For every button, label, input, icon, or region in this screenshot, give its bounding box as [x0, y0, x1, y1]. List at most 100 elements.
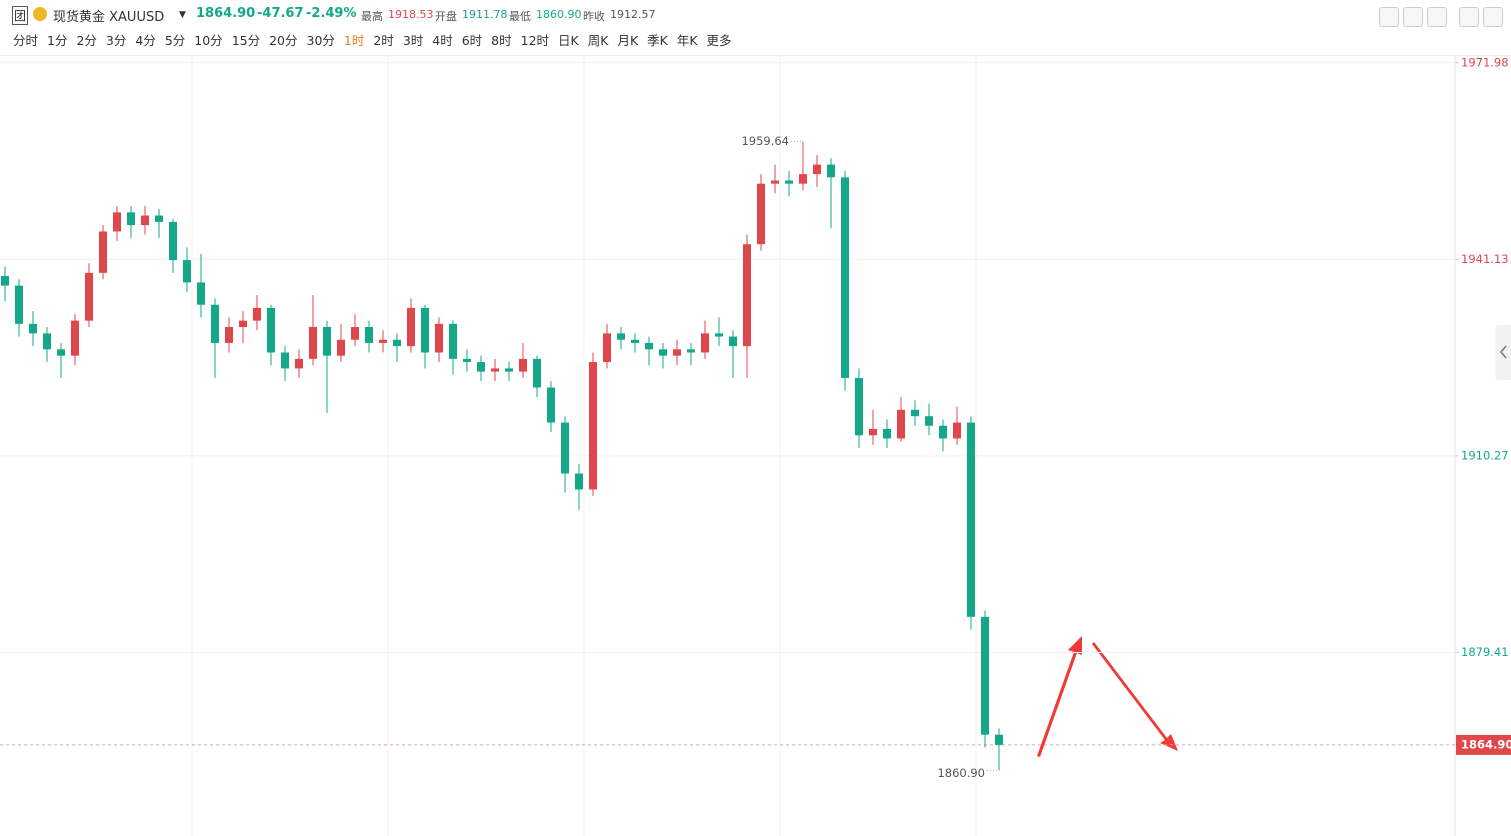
price: 1864.90	[196, 6, 256, 21]
candle-body	[603, 333, 611, 363]
prev: 1912.57	[610, 8, 656, 21]
period-tab[interactable]: 分时	[13, 33, 39, 48]
close-button[interactable]	[1483, 7, 1503, 27]
candle-body	[1, 276, 9, 286]
period-tab[interactable]: 2时	[373, 33, 394, 48]
period-tab[interactable]: 10分	[194, 33, 223, 48]
candle-body	[449, 323, 457, 359]
period-tab[interactable]: 20分	[269, 33, 298, 48]
candle-body	[855, 377, 863, 436]
candle-body	[827, 164, 835, 178]
symbol[interactable]: 现货黄金 XAUUSD	[53, 10, 165, 25]
candle-body	[785, 180, 793, 184]
period-tab[interactable]: 3时	[402, 33, 424, 48]
candle-body	[239, 320, 247, 328]
period-tab[interactable]: 30分	[306, 33, 335, 48]
candle-body	[183, 260, 191, 283]
period-tab[interactable]: 年K	[676, 33, 698, 48]
dropdown-caret[interactable]: ▼	[179, 10, 186, 20]
candle-body	[477, 362, 485, 372]
candle-body	[617, 333, 625, 340]
period-tab[interactable]: 2分	[76, 33, 97, 48]
candle-body	[491, 368, 499, 372]
open-label: 开盘	[435, 10, 457, 23]
candle-body	[519, 358, 527, 372]
candle-body	[211, 304, 219, 343]
period-tab[interactable]: 15分	[231, 33, 261, 48]
candle-body	[715, 333, 723, 337]
candle-body	[967, 422, 975, 617]
period-tab[interactable]: 1时	[343, 33, 365, 48]
candle-body	[295, 358, 303, 369]
candle-body	[869, 428, 877, 436]
toolbar: 团 现货黄金 XAUUSD ▼ 1864.90 -47.67 -2.49% 最高…	[0, 0, 1511, 56]
candle-body	[505, 368, 513, 372]
candle-body	[813, 164, 821, 175]
candle-body	[631, 339, 639, 343]
last-price-label: 1864.90	[1461, 737, 1511, 751]
y-tick-label: 1910.27	[1461, 448, 1509, 462]
tool-button[interactable]	[1403, 7, 1423, 27]
period-tab[interactable]: 季K	[647, 33, 668, 48]
candle-body	[155, 215, 163, 222]
candle-body	[547, 387, 555, 423]
period-tab[interactable]: 8时	[491, 33, 512, 48]
candle-body	[743, 244, 751, 347]
candle-body	[113, 212, 121, 232]
change-pct: -2.49%	[306, 6, 357, 21]
expand-button[interactable]	[1459, 7, 1479, 27]
last-price-box	[1456, 734, 1511, 755]
candle-body	[351, 327, 359, 340]
arrow-down	[1092, 642, 1178, 751]
period-tab[interactable]: 1分	[47, 33, 68, 48]
candle-body	[701, 333, 709, 353]
candle-body	[799, 174, 807, 184]
period-tab[interactable]: 日K	[558, 33, 579, 48]
candle-body	[29, 323, 37, 334]
candle-body	[561, 422, 569, 474]
candle-body	[659, 349, 667, 356]
candle-body	[925, 416, 933, 426]
period-tabs: 分时 1分 2分 3分 4分 5分 10分 15分 20分 30分 1时 2时 3时 4时 6时 8时 12时日…	[13, 30, 732, 49]
candle-body	[379, 339, 387, 343]
low: 1860.90	[536, 8, 582, 21]
y-tick-label: 1941.13	[1461, 252, 1509, 266]
period-tab[interactable]: 12时	[520, 33, 550, 48]
candle-body	[939, 425, 947, 439]
side-handle[interactable]	[1495, 325, 1511, 380]
annotation-arrows	[1037, 636, 1178, 757]
candle-body	[575, 473, 583, 490]
period-tab[interactable]: 月K	[617, 33, 639, 48]
candle-body	[71, 320, 79, 356]
period-tab[interactable]: 3分	[105, 33, 127, 48]
gold-icon	[33, 7, 47, 21]
tool-button[interactable]	[1427, 7, 1447, 27]
period-tab[interactable]: 更多	[706, 33, 732, 48]
candle-body	[267, 307, 275, 353]
candle-body	[15, 285, 23, 324]
open: 1911.78	[462, 8, 508, 21]
candle-body	[197, 282, 205, 305]
candle-body	[771, 180, 779, 184]
period-tab[interactable]: 4分	[135, 33, 156, 48]
candle-body	[85, 272, 93, 321]
candle-body	[309, 327, 317, 359]
candle-body	[365, 327, 373, 343]
period-tab[interactable]: 周K	[587, 33, 609, 48]
candle-body	[883, 428, 891, 439]
period-tab[interactable]: 4时	[432, 33, 453, 48]
candle-body	[57, 349, 65, 356]
period-tab[interactable]: 5分	[164, 33, 186, 48]
prev-label: 昨收	[583, 10, 605, 23]
tool-button[interactable]	[1379, 7, 1399, 27]
candle-body	[757, 183, 765, 245]
y-tick-label: 1879.41	[1461, 645, 1509, 659]
candle-body	[323, 327, 331, 356]
candle-body	[435, 323, 443, 353]
candle-body	[421, 307, 429, 353]
period-tab[interactable]: 6时	[461, 33, 483, 48]
y-tick-label: 1971.98	[1461, 55, 1509, 69]
min-label: 1860.90	[937, 766, 985, 780]
